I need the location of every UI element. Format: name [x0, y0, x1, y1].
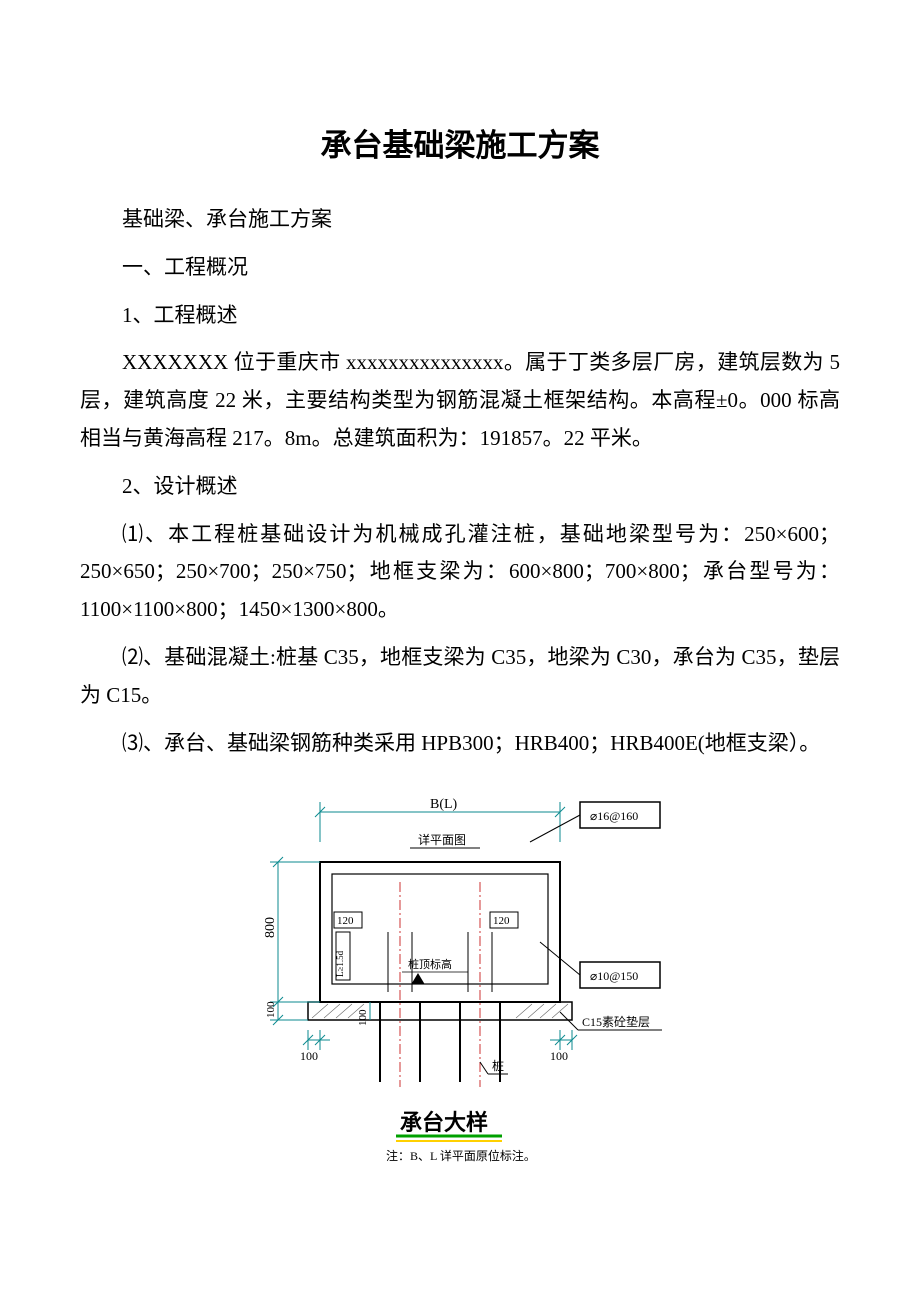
dim-label: 100 [550, 1049, 568, 1063]
paragraph: ⑵、基础混凝土:桩基 C35，地框支梁为 C35，地梁为 C30，承台为 C35… [80, 639, 840, 715]
pile-label: 桩 [492, 1058, 504, 1073]
pile-top-label: 桩顶标高 [408, 957, 452, 971]
paragraph: ⑴、本工程桩基础设计为机械成孔灌注桩，基础地梁型号为：250×600；250×6… [80, 516, 840, 629]
callout-label: ⌀10@150 [590, 969, 638, 983]
dim-label: 100 [357, 1009, 369, 1026]
bedding-label: C15素砼垫层 [582, 1014, 650, 1029]
cover-label: 120 [493, 915, 510, 927]
paragraph: XXXXXXX 位于重庆市 xxxxxxxxxxxxxxx。属于丁类多层厂房，建… [80, 344, 840, 457]
heading-sub: 1、工程概述 [80, 297, 840, 335]
page-title: 承台基础梁施工方案 [80, 120, 840, 165]
cover-label: 120 [337, 915, 354, 927]
heading-section: 一、工程概况 [80, 249, 840, 287]
lab-label: L≥1.5d [335, 951, 345, 978]
paragraph: ⑶、承台、基础梁钢筋种类采用 HPB300；HRB400；HRB400E(地框支… [80, 725, 840, 763]
plan-label: 详平面图 [418, 832, 466, 847]
callout-label: ⌀16@160 [590, 809, 638, 823]
diagram-title: 承台大样 [400, 1110, 488, 1135]
heading-sub: 2、设计概述 [80, 468, 840, 506]
diagram-container: B(L) ⌀16@160 详平面图 120 120 L≥1.5d [80, 782, 840, 1202]
dim-label: B(L) [430, 797, 458, 812]
paragraph: 基础梁、承台施工方案 [80, 201, 840, 239]
pile-cap-diagram: B(L) ⌀16@160 详平面图 120 120 L≥1.5d [230, 782, 690, 1202]
diagram-note: 注：B、L 详平面原位标注。 [386, 1148, 536, 1163]
dim-label: 100 [265, 1001, 277, 1018]
dim-label: 800 [263, 917, 278, 938]
dim-label: 100 [300, 1049, 318, 1063]
